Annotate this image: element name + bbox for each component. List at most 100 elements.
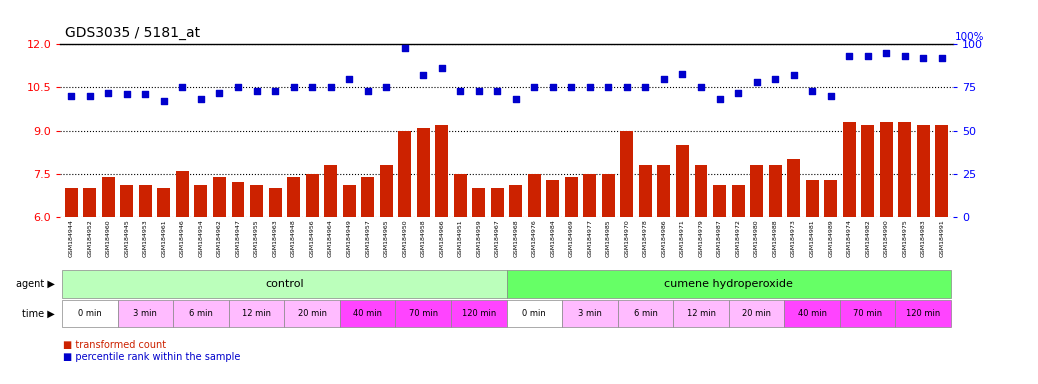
Text: GSM184964: GSM184964 [328, 219, 333, 257]
Point [229, 84, 246, 91]
Text: GSM184986: GSM184986 [661, 219, 666, 257]
Bar [288, 177, 300, 217]
Text: GSM184962: GSM184962 [217, 219, 222, 257]
Text: GSM184987: GSM184987 [717, 219, 722, 257]
Text: GSM184948: GSM184948 [291, 219, 296, 257]
Text: GSM184961: GSM184961 [162, 219, 166, 257]
Point [619, 84, 635, 91]
Bar [565, 177, 578, 217]
Text: 0 min: 0 min [522, 309, 546, 318]
Text: control: control [265, 279, 303, 289]
Bar [361, 177, 374, 217]
Bar [102, 177, 115, 217]
Point [711, 96, 728, 103]
Text: GSM184991: GSM184991 [939, 219, 945, 257]
Text: GSM184973: GSM184973 [791, 219, 796, 257]
Text: GSM184949: GSM184949 [347, 219, 352, 257]
Point [82, 93, 99, 99]
Text: 70 min: 70 min [409, 309, 438, 318]
Text: GSM184970: GSM184970 [625, 219, 629, 257]
Text: GSM184974: GSM184974 [847, 219, 851, 257]
Text: GSM184989: GSM184989 [828, 219, 834, 257]
Bar [324, 165, 337, 217]
Bar [583, 174, 597, 217]
Bar [491, 188, 503, 217]
Point [508, 96, 524, 103]
Text: GSM184983: GSM184983 [921, 219, 926, 257]
Text: 0 min: 0 min [78, 309, 102, 318]
Text: GSM184945: GSM184945 [125, 219, 130, 257]
Point [563, 84, 579, 91]
Point [803, 88, 820, 94]
Text: GSM184953: GSM184953 [143, 219, 147, 257]
Bar [750, 165, 763, 217]
Point [841, 53, 857, 59]
Text: GSM184966: GSM184966 [439, 219, 444, 257]
Text: GSM184960: GSM184960 [106, 219, 111, 257]
Bar [213, 177, 226, 217]
Point [748, 79, 765, 85]
Text: 3 min: 3 min [578, 309, 602, 318]
Text: GSM184981: GSM184981 [810, 219, 815, 257]
Point [822, 93, 839, 99]
Point [656, 76, 673, 82]
Point [675, 70, 691, 76]
Text: GSM184980: GSM184980 [754, 219, 759, 257]
Bar [621, 131, 633, 217]
Text: GSM184971: GSM184971 [680, 219, 685, 257]
Point [285, 84, 302, 91]
Point [545, 84, 562, 91]
Point [378, 84, 394, 91]
Point [581, 84, 598, 91]
Text: GSM184955: GSM184955 [254, 219, 260, 257]
Point [730, 89, 746, 96]
Text: 6 min: 6 min [189, 309, 213, 318]
Bar [898, 122, 911, 217]
Text: GSM184984: GSM184984 [550, 219, 555, 257]
Bar [231, 182, 245, 217]
Bar [83, 188, 97, 217]
Point [767, 76, 784, 82]
Bar [120, 185, 133, 217]
Text: 3 min: 3 min [134, 309, 158, 318]
Bar [824, 180, 837, 217]
Bar [454, 174, 467, 217]
Text: 40 min: 40 min [797, 309, 826, 318]
Text: GSM184977: GSM184977 [588, 219, 593, 257]
Bar [732, 185, 744, 217]
Bar [917, 125, 930, 217]
Bar [805, 180, 819, 217]
Bar [935, 125, 949, 217]
Text: GSM184968: GSM184968 [514, 219, 518, 257]
Point [526, 84, 543, 91]
Point [786, 72, 802, 78]
Point [897, 53, 913, 59]
Text: GDS3035 / 5181_at: GDS3035 / 5181_at [65, 26, 200, 40]
Text: GSM184972: GSM184972 [736, 219, 740, 257]
Point [174, 84, 191, 91]
Bar [435, 125, 448, 217]
Bar [250, 185, 263, 217]
Text: 12 min: 12 min [242, 309, 271, 318]
Text: GSM184982: GSM184982 [866, 219, 870, 257]
Bar [528, 174, 541, 217]
Text: cumene hydroperoxide: cumene hydroperoxide [664, 279, 793, 289]
Point [878, 50, 895, 56]
Text: GSM184985: GSM184985 [606, 219, 611, 257]
Point [322, 84, 338, 91]
Text: GSM184979: GSM184979 [699, 219, 704, 257]
Point [859, 53, 876, 59]
Text: GSM184990: GSM184990 [883, 219, 889, 257]
Point [637, 84, 654, 91]
Bar [176, 171, 189, 217]
Text: GSM184965: GSM184965 [384, 219, 388, 257]
Bar [139, 185, 152, 217]
Bar [676, 145, 689, 217]
Text: time ▶: time ▶ [22, 308, 55, 318]
Text: ■ percentile rank within the sample: ■ percentile rank within the sample [63, 352, 241, 362]
Point [137, 91, 154, 98]
Text: 20 min: 20 min [298, 309, 327, 318]
Text: GSM184978: GSM184978 [643, 219, 648, 257]
Bar [399, 131, 411, 217]
Bar [416, 127, 430, 217]
